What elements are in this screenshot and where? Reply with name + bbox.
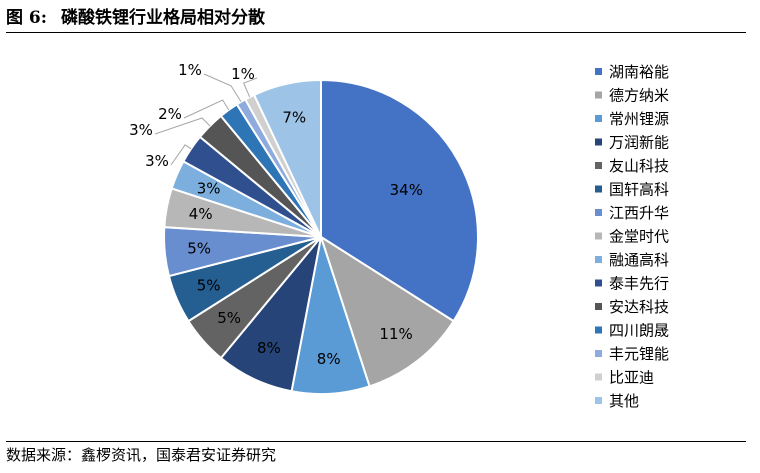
legend-label-11: 安达科技 bbox=[609, 298, 669, 316]
legend-label-1: 湖南裕能 bbox=[609, 63, 669, 81]
pie-data-label-13: 1% bbox=[178, 61, 202, 79]
legend-label-15: 其他 bbox=[609, 392, 639, 410]
legend-label-14: 比亚迪 bbox=[609, 369, 654, 387]
figure-label: 图 6: bbox=[6, 8, 48, 28]
pie-data-label-14: 1% bbox=[231, 65, 255, 83]
legend-item-8: 金堂时代 bbox=[595, 228, 669, 246]
legend-swatch-7 bbox=[595, 209, 602, 216]
legend-label-9: 融通高科 bbox=[609, 251, 669, 269]
pie-data-label-6: 5% bbox=[197, 277, 221, 295]
legend-swatch-14 bbox=[595, 373, 602, 381]
legend-label-12: 四川朗晟 bbox=[609, 322, 669, 340]
legend-swatch-2 bbox=[595, 91, 602, 99]
pie-data-label-15: 7% bbox=[282, 109, 306, 127]
legend-item-1: 湖南裕能 bbox=[595, 63, 669, 81]
legend-label-10: 泰丰先行 bbox=[609, 275, 669, 293]
pie-data-label-10: 3% bbox=[145, 152, 169, 170]
legend-item-5: 友山科技 bbox=[595, 157, 669, 175]
figure-title-text: 磷酸铁锂行业格局相对分散 bbox=[60, 8, 265, 28]
pie-data-label-2: 11% bbox=[379, 325, 412, 343]
legend-swatch-11 bbox=[595, 303, 602, 310]
legend-swatch-1 bbox=[595, 68, 602, 75]
pie-data-label-1: 34% bbox=[390, 181, 423, 199]
source-note: 数据来源：鑫椤资讯，国泰君安证券研究 bbox=[6, 441, 746, 470]
legend-item-2: 德方纳米 bbox=[595, 87, 669, 105]
legend-item-14: 比亚迪 bbox=[595, 369, 654, 387]
pie-data-label-11: 3% bbox=[129, 121, 153, 139]
legend-label-2: 德方纳米 bbox=[609, 87, 669, 105]
leader-line-11 bbox=[154, 117, 211, 135]
legend-item-3: 常州锂源 bbox=[595, 110, 669, 128]
pie-data-label-4: 8% bbox=[257, 339, 281, 357]
pie-data-label-8: 4% bbox=[189, 205, 213, 223]
legend-label-7: 江西升华 bbox=[609, 204, 669, 222]
pie-data-label-5: 5% bbox=[217, 309, 241, 327]
legend-swatch-9 bbox=[595, 256, 602, 263]
pie-data-label-7: 5% bbox=[187, 240, 211, 258]
pie-data-label-12: 2% bbox=[158, 105, 182, 123]
pie-data-label-9: 3% bbox=[197, 179, 221, 197]
legend-swatch-5 bbox=[595, 162, 602, 169]
legend-item-7: 江西升华 bbox=[595, 204, 669, 222]
legend-label-6: 国轩高科 bbox=[609, 181, 669, 199]
leader-line-14 bbox=[243, 77, 258, 98]
legend-label-13: 丰元锂能 bbox=[609, 345, 669, 363]
pie-slices bbox=[163, 78, 479, 396]
legend-item-4: 万润新能 bbox=[595, 134, 669, 152]
legend-swatch-15 bbox=[595, 397, 602, 404]
legend-item-6: 国轩高科 bbox=[595, 181, 669, 199]
legend-item-10: 泰丰先行 bbox=[595, 275, 669, 293]
legend-item-11: 安达科技 bbox=[595, 298, 669, 316]
legend-swatch-13 bbox=[595, 350, 602, 357]
legend-swatch-10 bbox=[595, 279, 602, 287]
legend-label-4: 万润新能 bbox=[609, 134, 669, 152]
pie-data-labels: 34% 11% 8% 8% 5% 5% 5% 4% 3% 3% 3% 2% 1% 1% 7% bbox=[129, 61, 423, 368]
legend-item-12: 四川朗晟 bbox=[595, 322, 669, 340]
leader-line-10 bbox=[170, 144, 192, 166]
legend-swatch-12 bbox=[595, 326, 602, 334]
pie-slice-2 bbox=[319, 234, 455, 388]
legend-swatch-6 bbox=[595, 185, 602, 193]
legend-swatch-3 bbox=[595, 115, 602, 122]
legend: 湖南裕能德方纳米常州锂源万润新能友山科技国轩高科江西升华金堂时代融通高科泰丰先行… bbox=[595, 63, 669, 410]
legend-swatch-8 bbox=[595, 232, 602, 240]
legend-item-15: 其他 bbox=[595, 392, 639, 410]
pie-slice-15 bbox=[252, 78, 322, 238]
pie-data-label-3: 8% bbox=[317, 350, 341, 368]
figure-title: 图 6: 磷酸铁锂行业格局相对分散 bbox=[6, 4, 746, 33]
legend-swatch-4 bbox=[595, 138, 602, 146]
legend-item-13: 丰元锂能 bbox=[595, 345, 669, 363]
pie-leader-lines bbox=[154, 73, 258, 166]
legend-label-5: 友山科技 bbox=[609, 157, 669, 175]
legend-label-8: 金堂时代 bbox=[609, 228, 669, 246]
legend-label-3: 常州锂源 bbox=[609, 110, 669, 128]
leader-line-13 bbox=[203, 73, 242, 103]
legend-item-9: 融通高科 bbox=[595, 251, 669, 269]
leader-line-12 bbox=[183, 99, 230, 119]
